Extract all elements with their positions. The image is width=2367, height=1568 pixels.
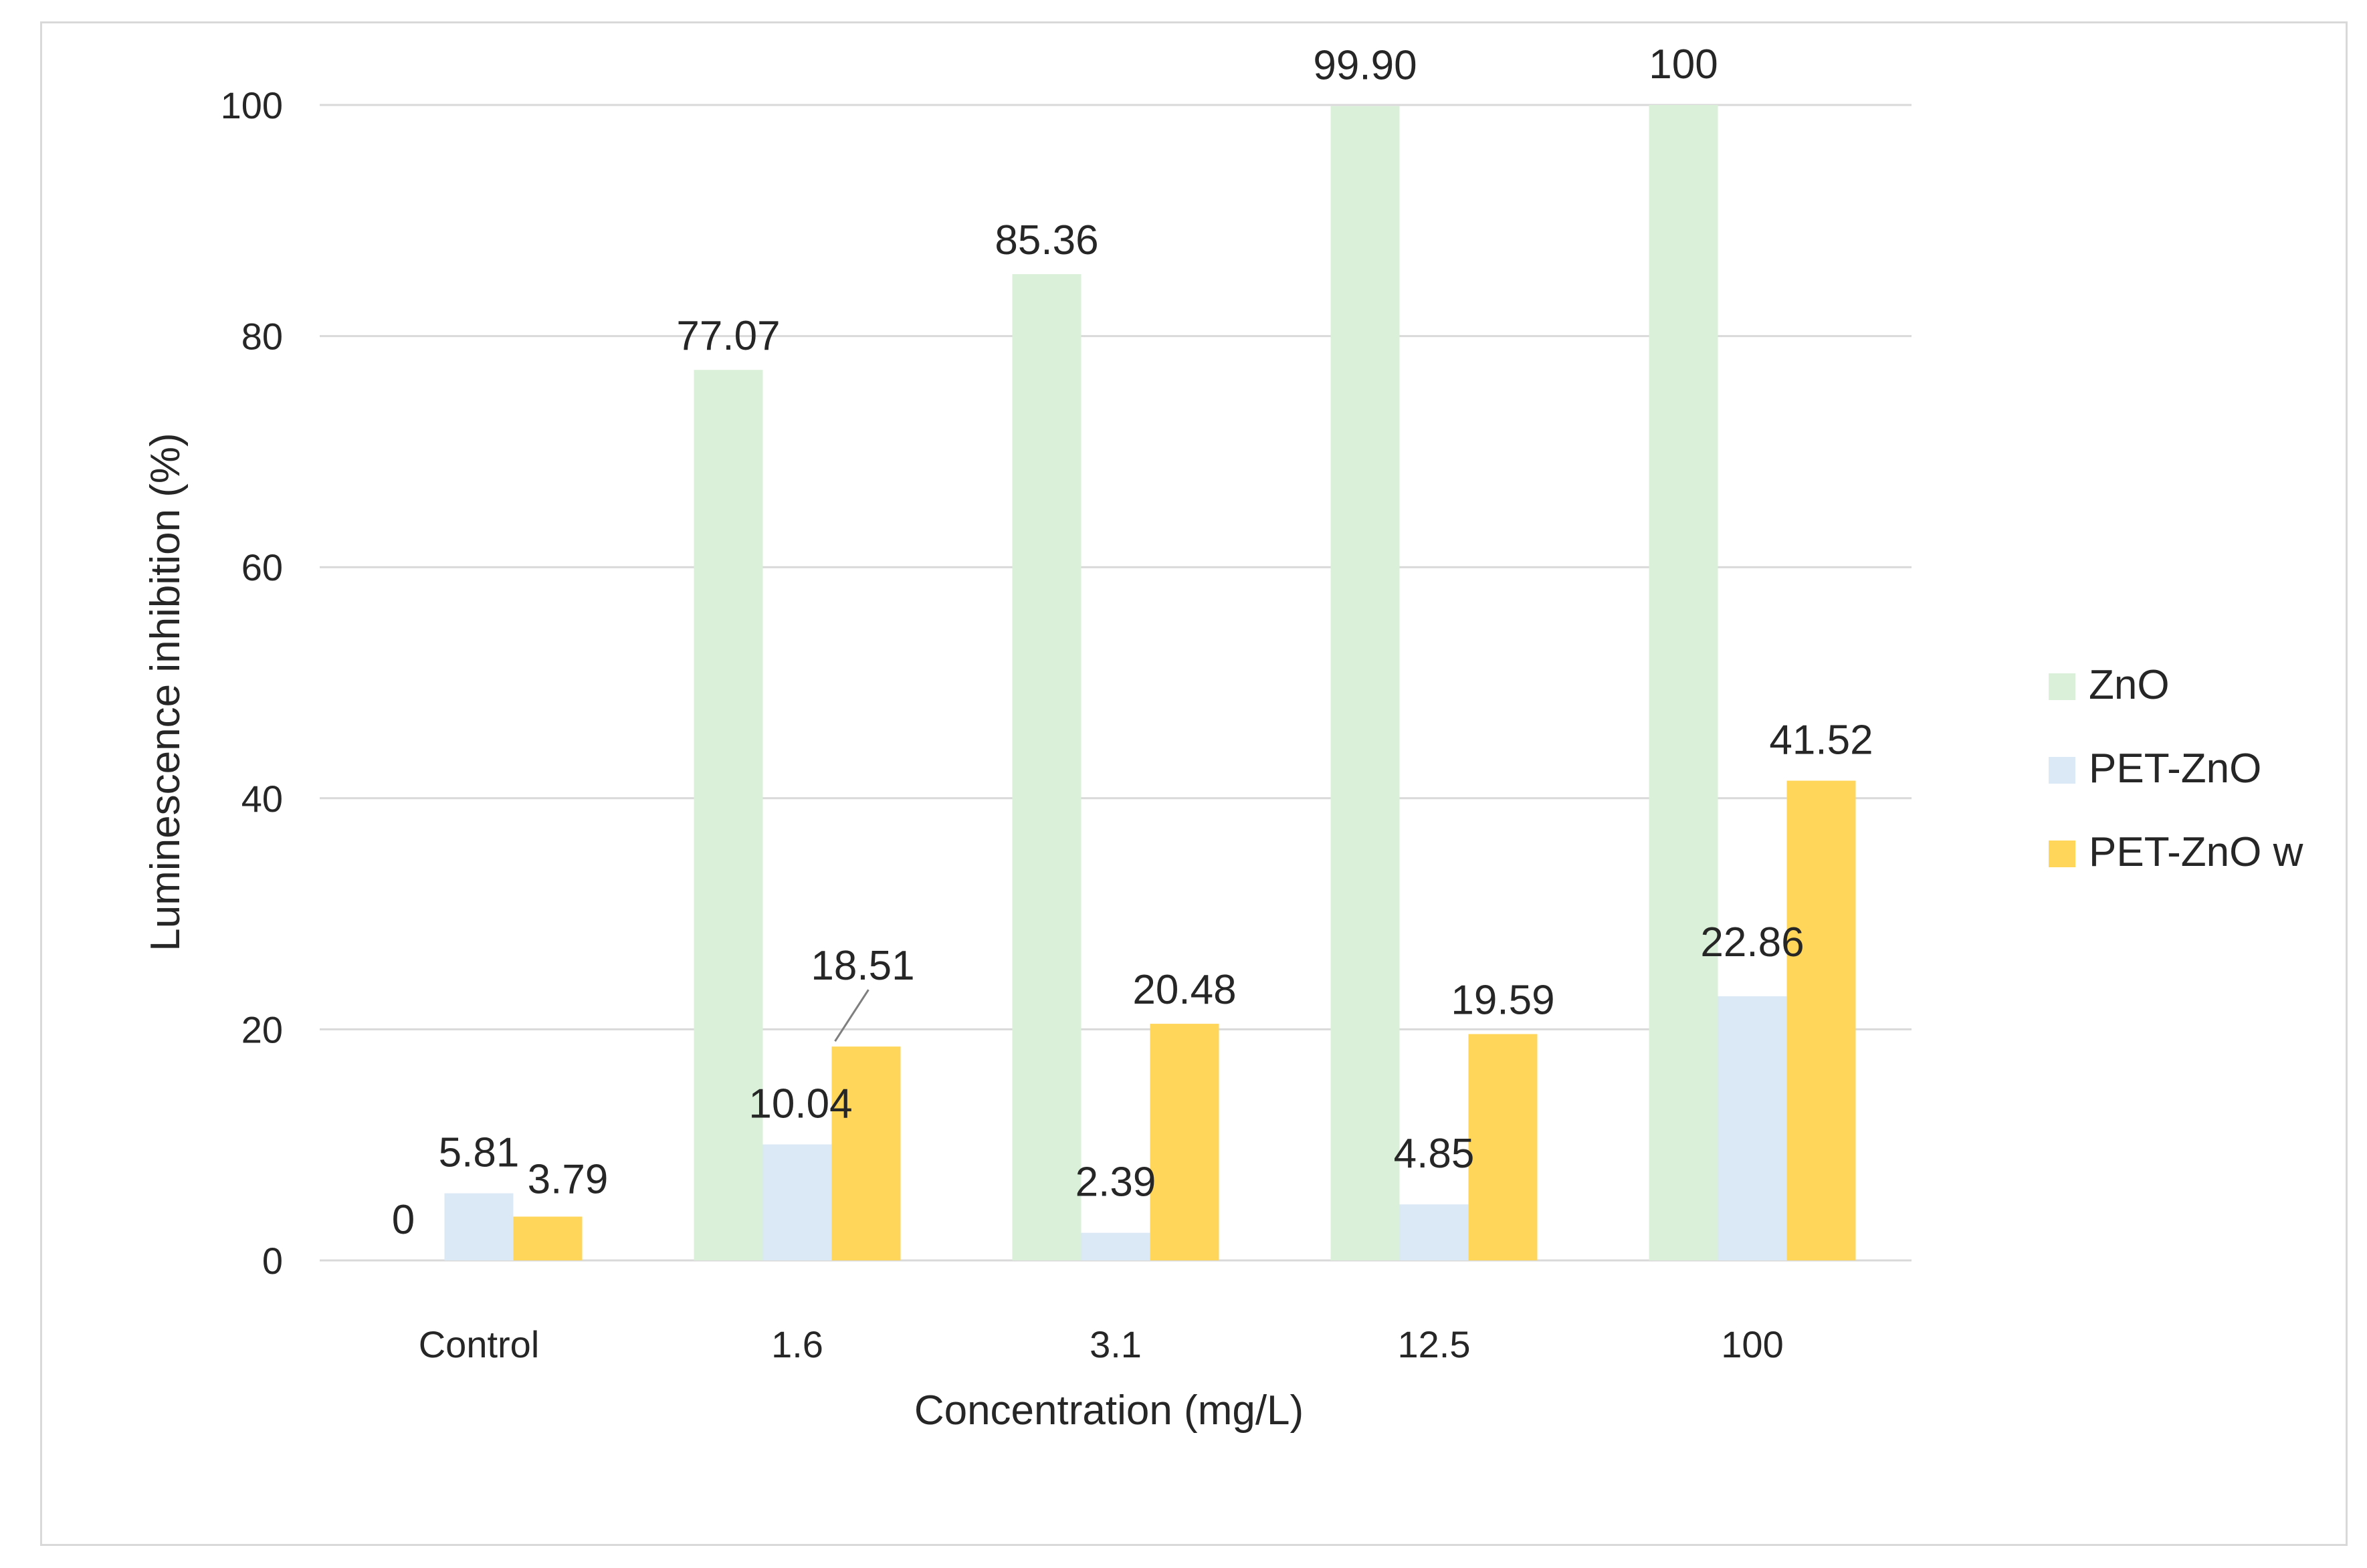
y-tick-label: 0 bbox=[262, 1240, 283, 1282]
bar-pet-zno-w bbox=[1150, 1024, 1219, 1260]
y-axis-ticks: 0 20 40 60 80 100 bbox=[221, 84, 283, 1282]
legend-label: PET-ZnO bbox=[2089, 746, 2261, 792]
data-label: 10.04 bbox=[748, 1081, 852, 1127]
data-label: 2.39 bbox=[1075, 1159, 1156, 1206]
gridlines bbox=[320, 104, 1912, 1262]
data-label: 99.90 bbox=[1313, 43, 1417, 89]
bar-pet-zno-w bbox=[1786, 780, 1856, 1260]
legend-swatch bbox=[2049, 673, 2075, 700]
x-tick-label: Control bbox=[419, 1323, 540, 1365]
bar-pet-zno bbox=[444, 1193, 514, 1260]
bar-pet-zno-w bbox=[513, 1216, 583, 1260]
bar-pet-zno bbox=[762, 1144, 832, 1260]
x-tick-label: 3.1 bbox=[1090, 1323, 1142, 1365]
legend-label: ZnO bbox=[2089, 662, 2170, 708]
y-tick-label: 20 bbox=[241, 1008, 283, 1050]
data-label: 100 bbox=[1649, 41, 1718, 88]
bar-zno bbox=[694, 370, 763, 1260]
bar-pet-zno-w bbox=[831, 1046, 901, 1260]
data-label: 5.81 bbox=[439, 1130, 520, 1176]
data-label: 4.85 bbox=[1394, 1131, 1475, 1177]
x-tick-label: 100 bbox=[1721, 1323, 1783, 1365]
y-tick-label: 100 bbox=[221, 84, 283, 126]
y-tick-label: 60 bbox=[241, 546, 283, 588]
legend: ZnO PET-ZnO PET-ZnO w bbox=[2049, 662, 2303, 875]
bar-pet-zno bbox=[1081, 1232, 1150, 1260]
y-axis-title: Luminescence inhibition (%) bbox=[142, 433, 189, 951]
data-label: 20.48 bbox=[1132, 967, 1236, 1013]
legend-label: PET-ZnO w bbox=[2089, 829, 2303, 875]
bar-chart: 0 20 40 60 80 100 Control 1.6 3.1 12.5 100 0 5.813… bbox=[142, 41, 2303, 1434]
x-axis-ticks: Control 1.6 3.1 12.5 100 bbox=[419, 1323, 1784, 1365]
leader-line bbox=[834, 989, 869, 1042]
bar-pet-zno bbox=[1399, 1204, 1469, 1260]
data-label: 85.36 bbox=[995, 217, 1098, 263]
data-label: 22.86 bbox=[1700, 919, 1804, 966]
bar-zno bbox=[1330, 106, 1400, 1260]
bar-pet-zno bbox=[1718, 996, 1787, 1260]
x-axis-title: Concentration (mg/L) bbox=[914, 1387, 1304, 1434]
x-tick-label: 1.6 bbox=[771, 1323, 823, 1365]
legend-swatch bbox=[2049, 757, 2075, 784]
legend-swatch bbox=[2049, 841, 2075, 867]
y-tick-label: 80 bbox=[241, 316, 283, 358]
chart-frame: 0 20 40 60 80 100 Control 1.6 3.1 12.5 100 0 5.81 3… bbox=[40, 21, 2348, 1546]
data-label: 19.59 bbox=[1451, 977, 1554, 1023]
data-labels: 0 5.813.79 77.07 10.04 18.51 85.36 2.39 20.48 99… bbox=[392, 41, 1873, 1243]
data-label: 77.07 bbox=[676, 313, 780, 359]
y-tick-label: 40 bbox=[241, 778, 283, 820]
x-tick-label: 12.5 bbox=[1398, 1323, 1471, 1365]
data-label: 3.79 bbox=[528, 1157, 609, 1203]
data-label: 41.52 bbox=[1769, 717, 1873, 764]
bar-pet-zno-w bbox=[1468, 1034, 1538, 1260]
bars bbox=[444, 105, 1856, 1260]
bar-zno bbox=[1649, 105, 1718, 1260]
bar-zno bbox=[1012, 273, 1082, 1260]
data-label: 0 bbox=[392, 1197, 415, 1243]
data-label: 18.51 bbox=[811, 943, 914, 989]
